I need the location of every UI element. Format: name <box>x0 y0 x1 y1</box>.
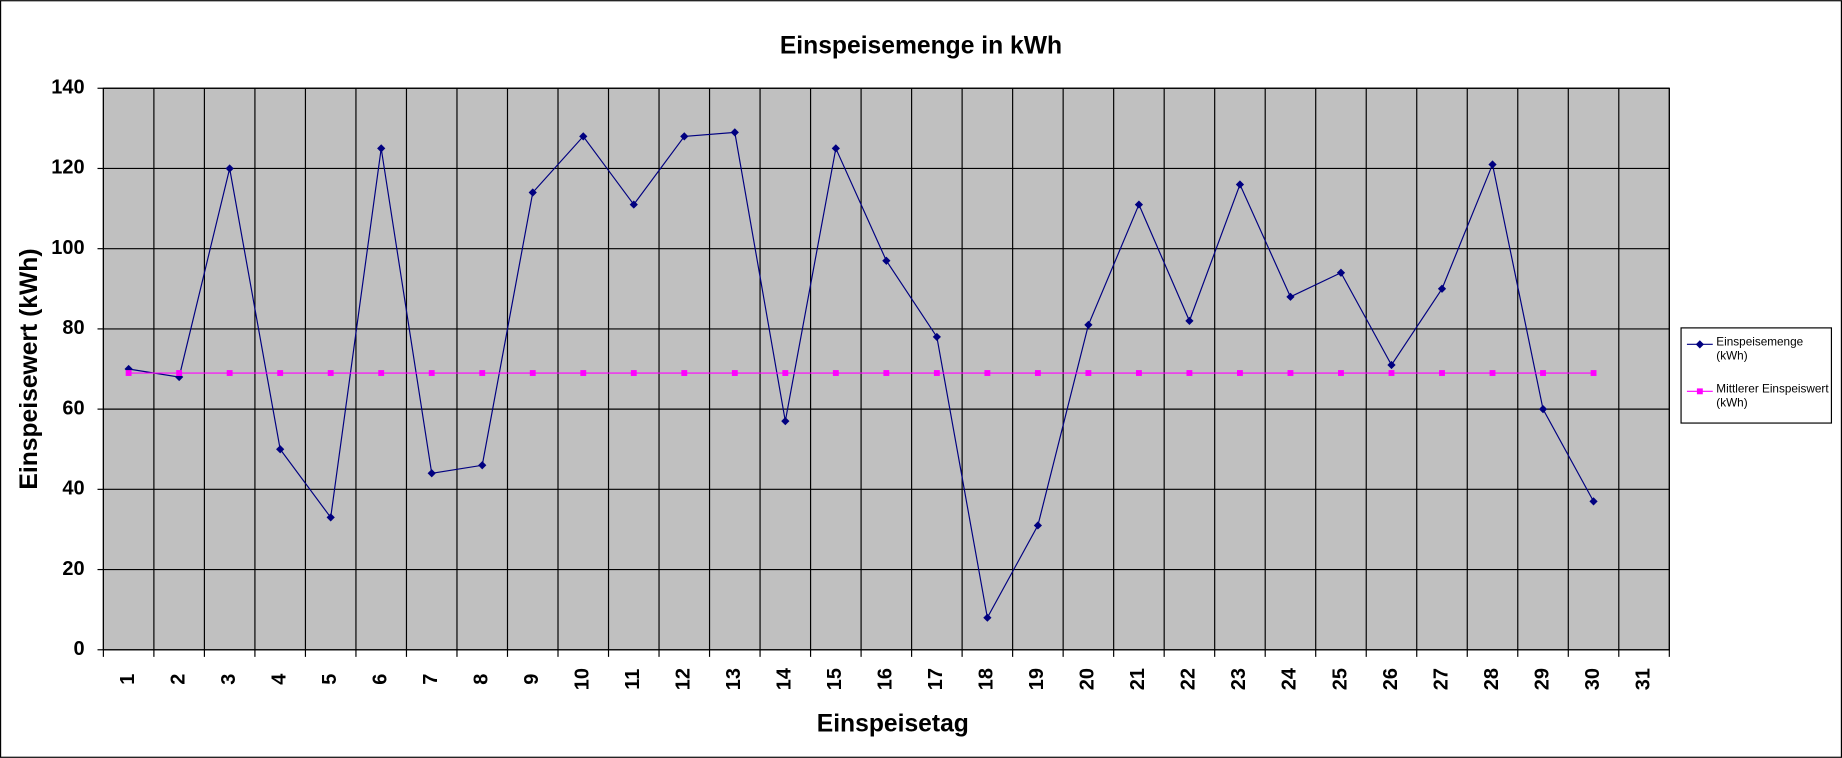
data-point <box>1388 370 1395 376</box>
data-point <box>479 370 486 376</box>
data-point <box>1338 370 1344 376</box>
data-point <box>832 370 839 376</box>
x-tick-label: 15 <box>824 668 846 690</box>
data-point <box>1287 370 1294 376</box>
data-point <box>377 144 386 153</box>
x-tick-label: 29 <box>1531 668 1553 690</box>
data-point <box>1186 370 1193 376</box>
x-tick-label: 6 <box>369 674 391 685</box>
data-point <box>984 370 991 376</box>
data-point <box>781 417 790 426</box>
data-point <box>1235 180 1245 189</box>
legend-label-box: Einspeisemenge (kWh) <box>1716 336 1804 364</box>
plot-border <box>102 87 1670 651</box>
data-point <box>1387 360 1396 370</box>
data-point <box>125 370 132 376</box>
x-tick-label: 24 <box>1279 668 1301 690</box>
data-point <box>932 332 941 342</box>
x-tick-label: 21 <box>1127 668 1149 690</box>
data-point <box>730 128 739 137</box>
x-tick-label: 3 <box>218 674 240 685</box>
x-tick-label: 11 <box>622 669 644 690</box>
legend-marker <box>1696 388 1703 395</box>
x-tick-label: 14 <box>774 668 796 690</box>
data-point <box>1185 316 1194 325</box>
y-tick-label: 120 <box>51 157 84 179</box>
data-point <box>428 370 435 376</box>
data-point <box>1590 370 1597 376</box>
data-point <box>378 370 385 376</box>
x-tick-label: 7 <box>420 674 442 685</box>
data-point <box>326 513 335 522</box>
data-point <box>1135 370 1142 376</box>
x-tick-label: 10 <box>572 668 594 690</box>
data-point <box>277 370 284 376</box>
x-tick-label: 9 <box>521 674 543 685</box>
x-tick-label: 4 <box>268 674 290 685</box>
x-tick-label: 13 <box>723 668 745 690</box>
y-axis-title: Einspeisewert (kWh) <box>16 248 43 489</box>
x-tick-label: 31 <box>1632 668 1654 690</box>
x-tick-label: 2 <box>167 674 189 685</box>
x-tick-label: 30 <box>1582 668 1604 690</box>
y-tick-label: 60 <box>62 397 84 419</box>
x-tick-label: 16 <box>875 668 897 690</box>
x-axis-title: Einspeisetag <box>817 710 969 737</box>
data-point <box>529 370 536 376</box>
plot-area <box>103 88 1670 650</box>
data-point <box>1489 370 1496 376</box>
y-tick-label: 80 <box>62 317 84 339</box>
data-point <box>1237 370 1243 376</box>
data-point <box>226 370 233 376</box>
data-point <box>1540 370 1546 376</box>
y-tick-label: 20 <box>62 558 84 580</box>
data-point <box>1085 370 1092 376</box>
legend-label: Mittlerer Einspeiswert (kWh) <box>1716 383 1829 411</box>
data-point <box>427 469 436 478</box>
legend-label: Einspeisemenge (kWh) <box>1716 336 1804 364</box>
x-tick-label: 20 <box>1077 668 1099 690</box>
data-point <box>630 370 637 376</box>
x-tick-label: 8 <box>471 674 493 685</box>
x-tick-label: 22 <box>1178 668 1200 690</box>
chart-title: Einspeisemenge in kWh <box>780 33 1062 60</box>
x-tick-label: 26 <box>1380 668 1402 690</box>
data-point <box>782 370 789 376</box>
x-tick-label: 12 <box>673 668 695 690</box>
x-tick-label: 19 <box>1026 668 1048 690</box>
x-tick-label: 23 <box>1228 668 1250 690</box>
x-tick-label: 27 <box>1430 668 1452 690</box>
x-tick-label: 1 <box>117 674 139 685</box>
data-point <box>1488 160 1497 169</box>
data-point <box>883 370 890 376</box>
data-point <box>327 370 334 376</box>
y-tick-label: 100 <box>51 237 84 259</box>
series-line <box>128 131 1595 620</box>
x-tick-label: 17 <box>925 668 947 690</box>
data-point <box>933 370 940 376</box>
data-point <box>1084 320 1093 330</box>
data-point <box>629 200 638 209</box>
x-tick-label: 5 <box>319 674 341 685</box>
data-point <box>478 461 487 470</box>
x-tick-label: 25 <box>1329 668 1351 690</box>
y-tick-label: 140 <box>51 77 84 99</box>
data-point <box>1538 405 1548 414</box>
data-point <box>1034 370 1041 376</box>
data-point <box>1439 370 1445 376</box>
data-point <box>580 370 587 376</box>
data-point <box>225 164 234 173</box>
data-point <box>1134 200 1144 209</box>
y-tick-label: 0 <box>73 638 84 660</box>
data-point <box>731 370 738 376</box>
y-tick-label: 40 <box>62 478 84 500</box>
data-point <box>681 370 688 376</box>
data-point <box>176 370 183 376</box>
x-tick-label: 18 <box>976 668 998 690</box>
legend-label-box: Mittlerer Einspeiswert (kWh) <box>1716 383 1829 411</box>
data-point <box>1033 521 1042 530</box>
x-tick-label: 28 <box>1481 668 1503 690</box>
